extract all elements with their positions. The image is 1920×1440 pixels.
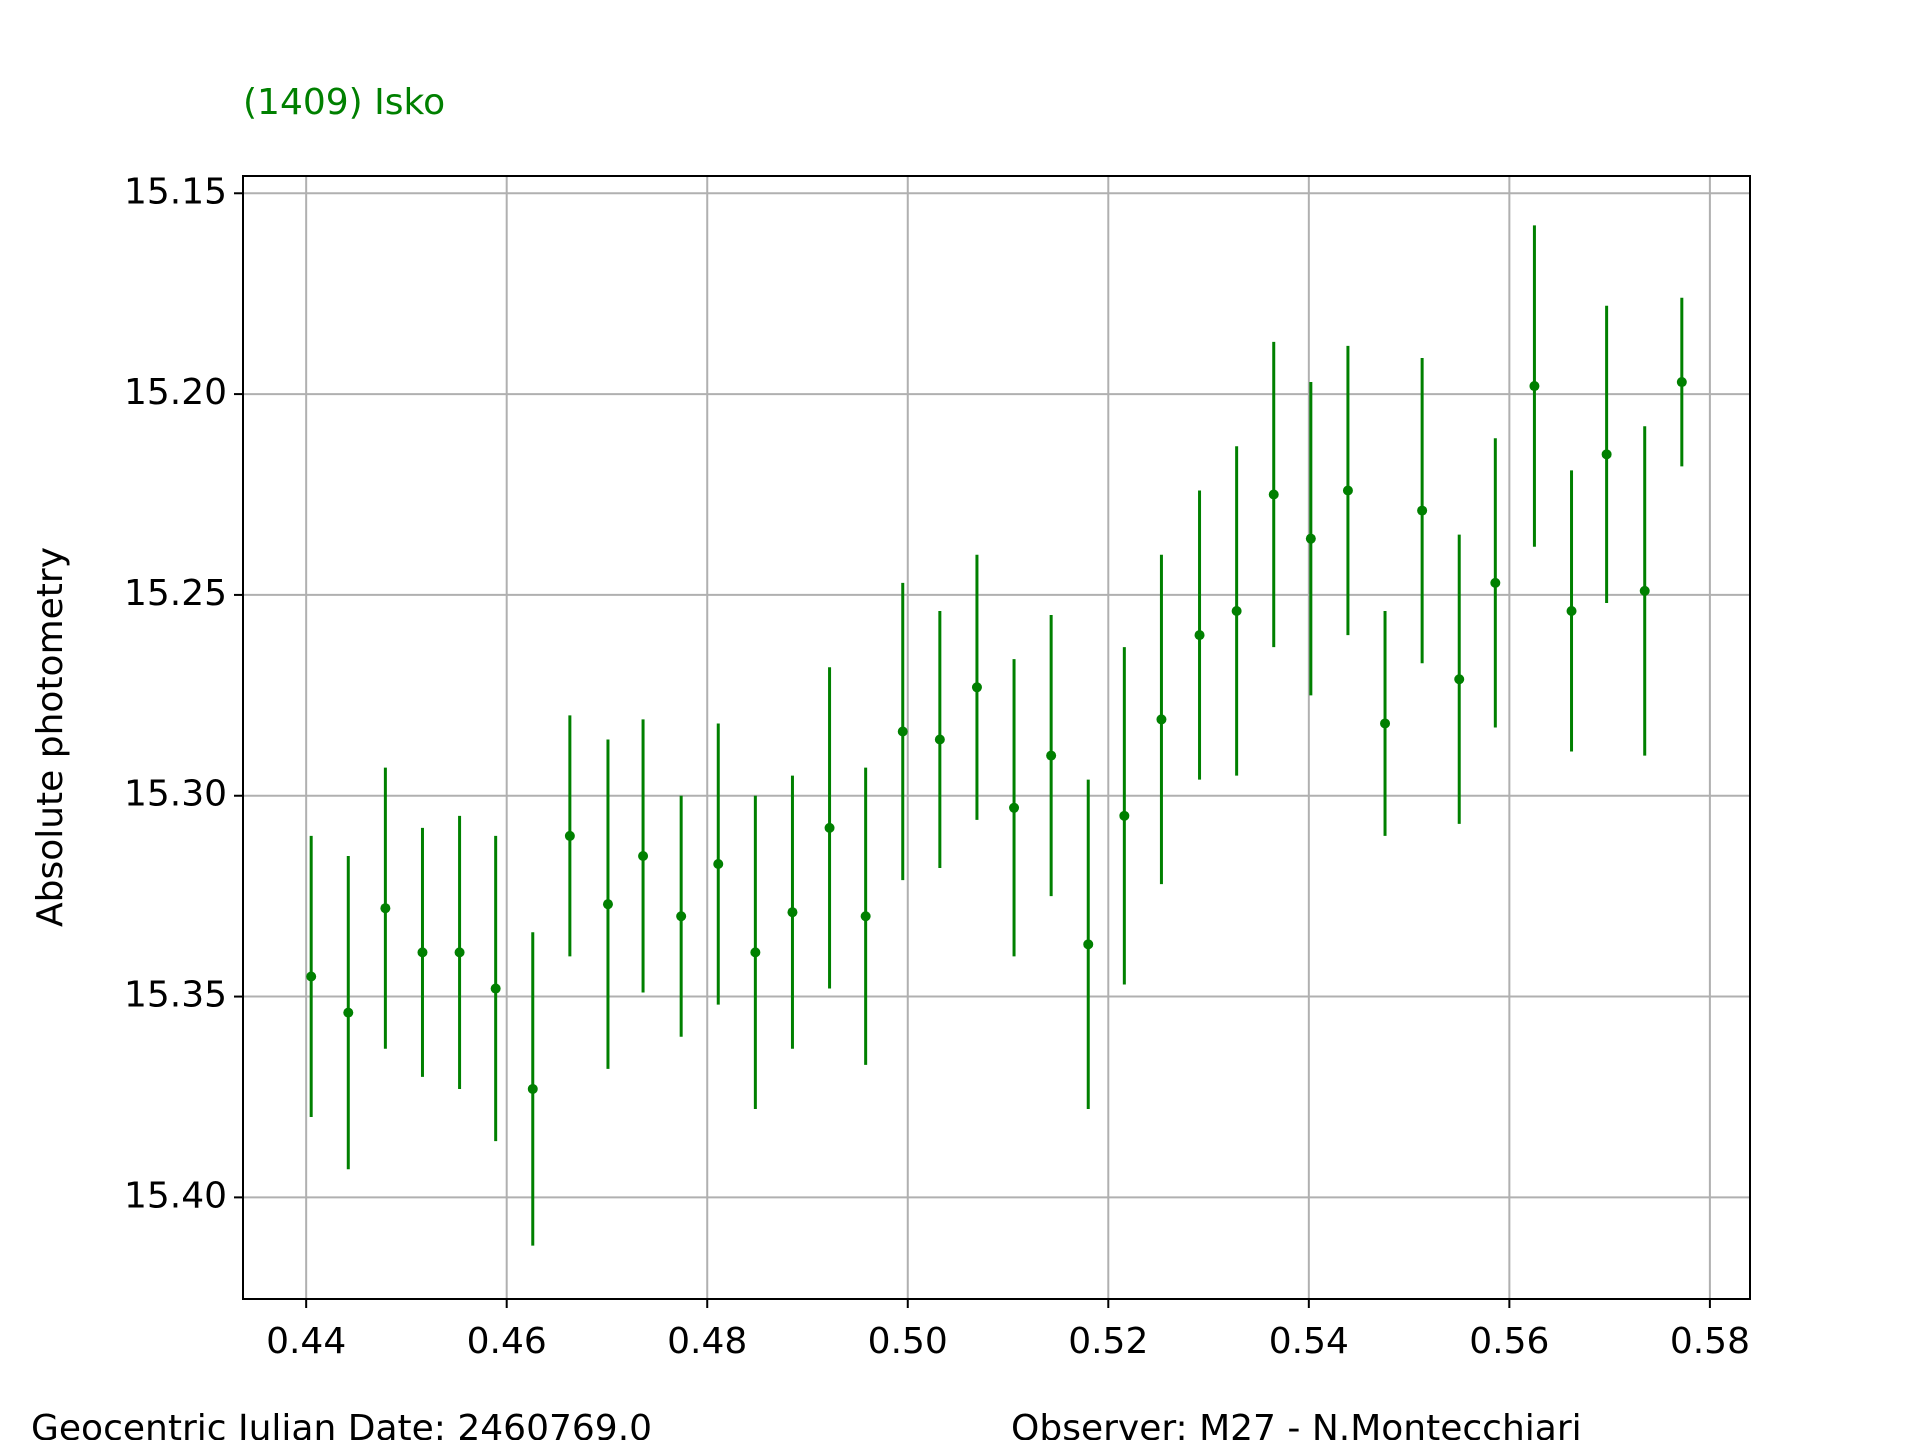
data-point xyxy=(490,983,501,994)
x-tick-label: 0.46 xyxy=(467,1321,547,1362)
data-point xyxy=(713,859,724,870)
data-point xyxy=(1454,674,1465,685)
data-point xyxy=(638,850,649,861)
x-tick-label: 0.44 xyxy=(266,1321,346,1362)
data-point xyxy=(750,947,761,958)
data-point xyxy=(1676,377,1687,388)
data-point xyxy=(1639,585,1650,596)
data-point xyxy=(1529,381,1540,392)
data-point xyxy=(454,947,465,958)
data-point xyxy=(1083,939,1094,950)
data-point xyxy=(417,947,428,958)
x-tick-label: 0.48 xyxy=(667,1321,747,1362)
data-point xyxy=(1231,605,1242,616)
data-point xyxy=(1380,718,1391,729)
plot-frame xyxy=(242,175,1751,1300)
data-point xyxy=(1601,449,1612,460)
data-point xyxy=(1342,485,1353,496)
footer-date: Geocentric Julian Date: 2460769.0 xyxy=(31,1408,652,1440)
y-tick-label: 15.35 xyxy=(124,975,227,1016)
data-point xyxy=(934,734,945,745)
footer-observer: Observer: M27 - N.Montecchiari xyxy=(1011,1408,1582,1440)
data-point xyxy=(787,907,798,918)
y-tick-label: 15.25 xyxy=(124,573,227,614)
chart-title: (1409) Isko xyxy=(243,82,445,123)
data-point xyxy=(1566,605,1577,616)
data-point xyxy=(1009,802,1020,813)
data-point xyxy=(602,899,613,910)
data-point xyxy=(1156,714,1167,725)
data-point xyxy=(564,830,575,841)
data-point xyxy=(380,903,391,914)
data-point xyxy=(824,822,835,833)
y-axis-label: Absolute photometry xyxy=(30,547,71,927)
data-point xyxy=(676,911,687,922)
data-point xyxy=(343,1007,354,1018)
data-point xyxy=(1046,750,1057,761)
x-tick-label: 0.56 xyxy=(1469,1321,1549,1362)
x-tick-label: 0.58 xyxy=(1670,1321,1750,1362)
data-point xyxy=(860,911,871,922)
x-tick-label: 0.54 xyxy=(1269,1321,1349,1362)
data-point xyxy=(306,971,317,982)
data-point xyxy=(1490,577,1501,588)
y-tick-label: 15.30 xyxy=(124,774,227,815)
data-point xyxy=(971,682,982,693)
y-tick-label: 15.20 xyxy=(124,372,227,413)
x-tick-label: 0.50 xyxy=(868,1321,948,1362)
data-point xyxy=(1268,489,1279,500)
data-point xyxy=(1417,505,1428,516)
data-point xyxy=(1194,630,1205,641)
data-point xyxy=(1305,533,1316,544)
data-point xyxy=(527,1083,538,1094)
x-tick-label: 0.52 xyxy=(1068,1321,1148,1362)
y-tick-label: 15.40 xyxy=(124,1175,227,1216)
data-point xyxy=(897,726,908,737)
y-tick-label: 15.15 xyxy=(124,171,227,212)
data-point xyxy=(1119,810,1130,821)
